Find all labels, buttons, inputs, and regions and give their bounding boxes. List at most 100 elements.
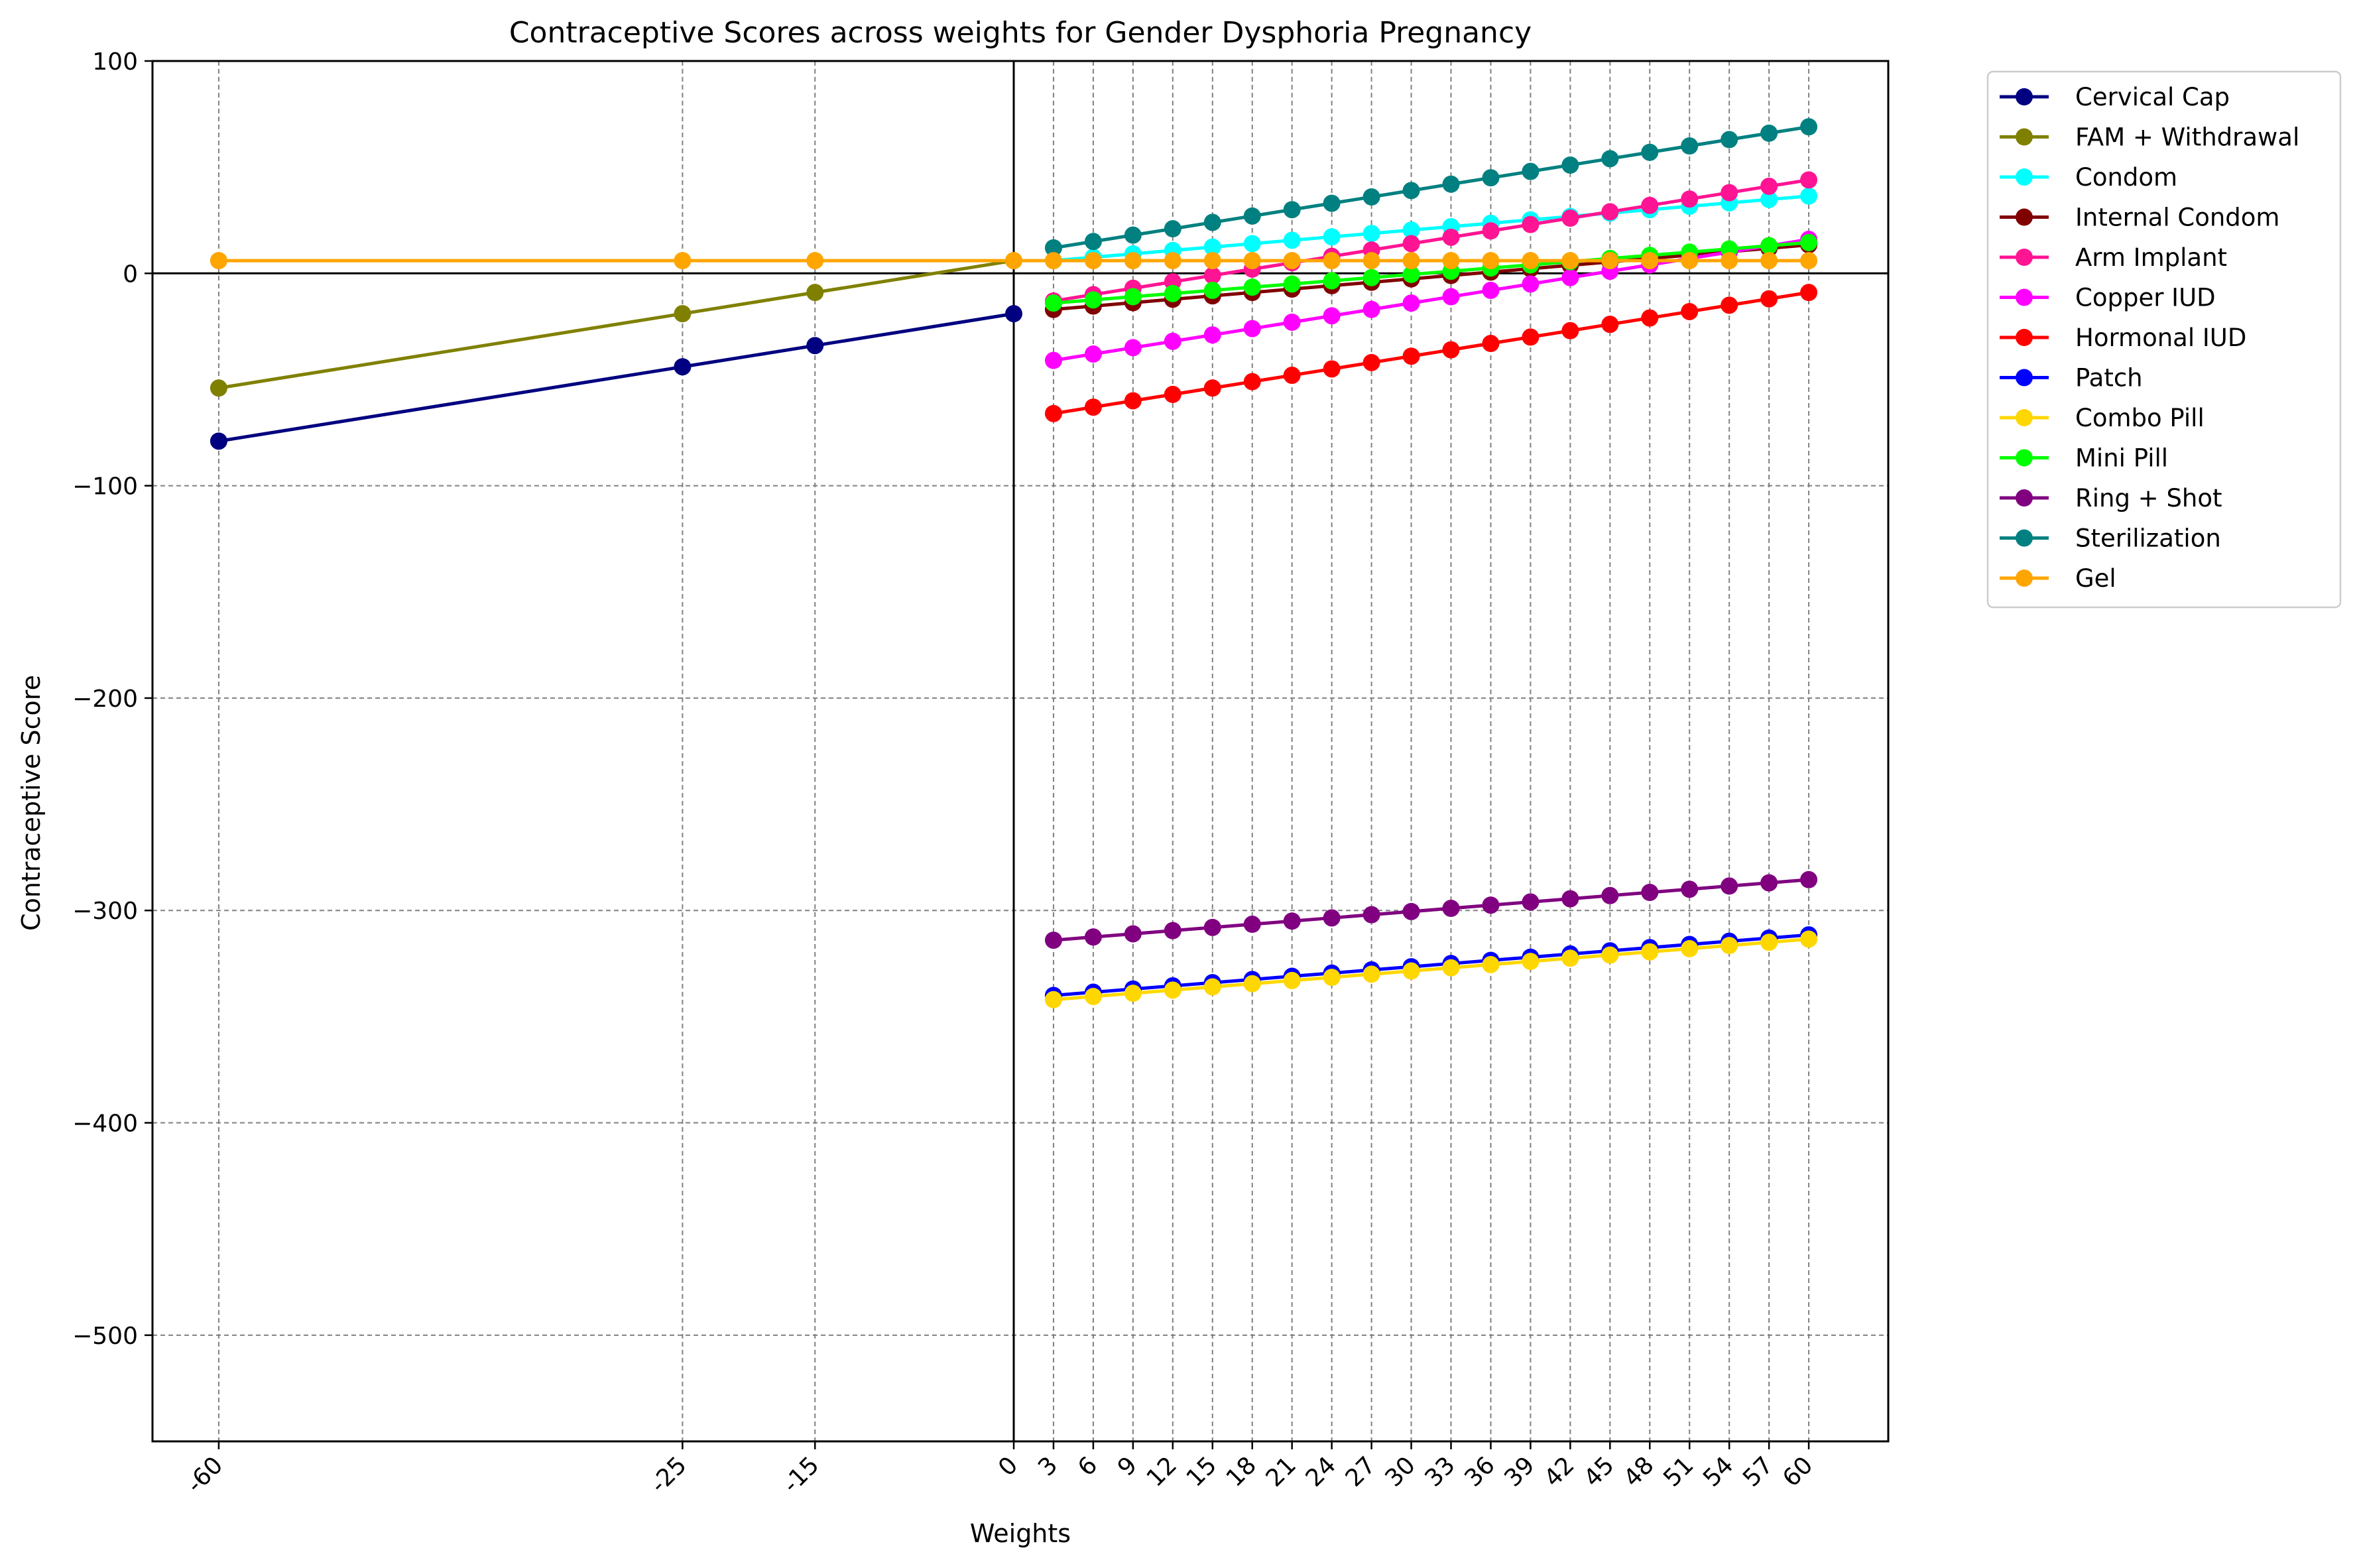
- data-point: [1601, 203, 1619, 221]
- data-point: [1005, 252, 1023, 270]
- data-point: [1482, 335, 1500, 353]
- data-point: [1402, 182, 1420, 200]
- x-tick-label: 21: [1261, 1451, 1301, 1492]
- data-point: [1164, 981, 1181, 999]
- data-point: [1522, 893, 1540, 911]
- data-point: [1721, 252, 1738, 270]
- data-point: [1601, 946, 1619, 964]
- data-point: [1721, 131, 1738, 149]
- data-point: [1323, 194, 1341, 212]
- legend-swatch-marker: [2016, 329, 2033, 346]
- data-point: [1283, 313, 1301, 331]
- data-point: [1243, 278, 1261, 296]
- data-point: [1402, 294, 1420, 312]
- legend-entry-label: Internal Condom: [2075, 204, 2279, 232]
- legend-swatch-marker: [2016, 128, 2033, 146]
- data-point: [1283, 912, 1301, 930]
- data-point: [1760, 190, 1778, 208]
- data-point: [1243, 235, 1261, 253]
- data-point: [1084, 987, 1102, 1005]
- data-point: [1044, 239, 1062, 257]
- data-point: [1402, 265, 1420, 283]
- data-point: [806, 337, 824, 355]
- data-point: [1124, 252, 1142, 270]
- y-tick-label: −500: [72, 1323, 138, 1350]
- data-point: [1760, 252, 1778, 270]
- data-point: [1561, 210, 1579, 227]
- data-point: [1084, 252, 1102, 270]
- data-point: [1641, 143, 1659, 161]
- data-point: [1362, 353, 1380, 371]
- y-tick-label: −300: [72, 898, 138, 925]
- data-point: [1641, 252, 1659, 270]
- data-point: [1482, 169, 1500, 187]
- data-point: [1203, 978, 1221, 996]
- plot-frame: [151, 60, 1890, 1443]
- data-point: [1482, 222, 1500, 240]
- data-point: [1522, 328, 1540, 346]
- data-point: [1442, 252, 1460, 270]
- data-point: [1084, 398, 1102, 416]
- data-point: [1283, 231, 1301, 249]
- data-point: [1721, 184, 1738, 202]
- data-point: [806, 252, 824, 270]
- x-tick-label: 18: [1221, 1451, 1262, 1492]
- data-point: [806, 284, 824, 302]
- data-point: [1681, 137, 1699, 155]
- data-point: [1243, 916, 1261, 934]
- data-point: [1203, 267, 1221, 284]
- data-point: [1323, 272, 1341, 290]
- data-point: [1442, 900, 1460, 918]
- data-point: [1362, 188, 1380, 206]
- x-tick-label: 42: [1539, 1451, 1579, 1492]
- data-point: [1760, 934, 1778, 951]
- series-line: [218, 259, 1014, 390]
- data-point: [1203, 379, 1221, 397]
- data-point: [1243, 207, 1261, 225]
- data-point: [1084, 291, 1102, 309]
- legend-entry-label: Arm Implant: [2075, 243, 2227, 272]
- data-point: [1561, 252, 1579, 270]
- data-point: [1362, 300, 1380, 318]
- data-point: [1561, 156, 1579, 174]
- data-point: [1482, 252, 1500, 270]
- legend-entry-label: Condom: [2075, 163, 2177, 192]
- data-point: [1164, 220, 1181, 238]
- legend-entry-label: FAM + Withdrawal: [2075, 123, 2299, 152]
- data-point: [1561, 890, 1579, 908]
- x-tick-label: 0: [993, 1451, 1023, 1481]
- data-point: [1362, 269, 1380, 286]
- data-point: [1800, 171, 1818, 189]
- data-point: [1721, 937, 1738, 955]
- x-tick-label: 27: [1341, 1451, 1381, 1492]
- legend-swatch-marker: [2016, 449, 2033, 467]
- x-tick-label: -25: [645, 1451, 692, 1498]
- data-point: [1760, 237, 1778, 255]
- data-point: [1482, 281, 1500, 299]
- legend-entry-label: Copper IUD: [2075, 284, 2216, 312]
- data-point: [1084, 928, 1102, 946]
- data-point: [1164, 922, 1181, 939]
- x-tick-label: 39: [1499, 1451, 1540, 1492]
- legend: Cervical Cap FAM + Withdrawal Condom Intern…: [1986, 70, 2342, 609]
- legend-swatch-marker: [2016, 88, 2033, 105]
- data-point: [1044, 294, 1062, 312]
- data-point: [1362, 965, 1380, 983]
- data-point: [1601, 150, 1619, 168]
- data-point: [1044, 932, 1062, 949]
- data-point: [1243, 373, 1261, 391]
- data-point: [1323, 909, 1341, 927]
- data-point: [1402, 252, 1420, 270]
- data-point: [1482, 896, 1500, 914]
- data-point: [1044, 351, 1062, 369]
- data-point: [1681, 190, 1699, 208]
- x-tick-label: 9: [1113, 1451, 1142, 1481]
- data-point: [1442, 341, 1460, 359]
- legend-swatch-marker: [2016, 168, 2033, 186]
- x-tick-label: 36: [1459, 1451, 1500, 1492]
- legend-swatch-marker: [2016, 208, 2033, 226]
- y-tick-label: −400: [72, 1111, 138, 1138]
- data-point: [1760, 177, 1778, 195]
- data-point: [1601, 316, 1619, 333]
